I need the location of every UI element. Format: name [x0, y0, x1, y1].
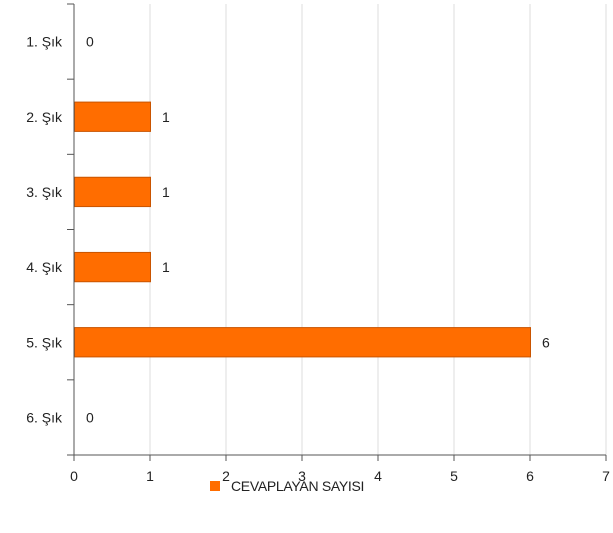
- legend: CEVAPLAYAN SAYISI: [210, 478, 364, 494]
- x-tick-label: 3: [298, 468, 306, 484]
- x-tick-label: 2: [222, 468, 230, 484]
- x-tick-label: 7: [602, 468, 610, 484]
- bar: [74, 176, 151, 208]
- x-tick-label: 0: [70, 468, 78, 484]
- bar: [74, 101, 151, 132]
- x-tick-label: 1: [146, 468, 154, 484]
- x-tick-label: 6: [526, 468, 534, 484]
- bar: [74, 251, 151, 283]
- bar: [74, 327, 531, 358]
- legend-swatch: [210, 481, 220, 491]
- data-label: 1: [162, 259, 170, 275]
- data-label: 0: [86, 409, 94, 425]
- bar-series: [74, 101, 531, 358]
- x-tick-label: 4: [374, 468, 382, 484]
- category-label: 6. Şık: [26, 409, 63, 425]
- gridlines: [149, 4, 607, 455]
- data-label: 1: [162, 184, 170, 200]
- category-label: 1. Şık: [26, 34, 63, 50]
- category-label: 2. Şık: [26, 109, 63, 125]
- axes: [67, 3, 607, 461]
- data-label: 6: [542, 334, 550, 350]
- data-label: 0: [86, 34, 94, 50]
- category-label: 3. Şık: [26, 184, 63, 200]
- labels: 0 1 2 3 4 5 6 7 1. Şık 0 2. Şık 1 3. Şık 1 4. Şık 1 5. Ş…: [26, 34, 610, 484]
- legend-label: CEVAPLAYAN SAYISI: [231, 478, 365, 494]
- category-label: 5. Şık: [26, 334, 63, 350]
- data-label: 1: [162, 109, 170, 125]
- category-label: 4. Şık: [26, 259, 63, 275]
- x-tick-label: 5: [450, 468, 458, 484]
